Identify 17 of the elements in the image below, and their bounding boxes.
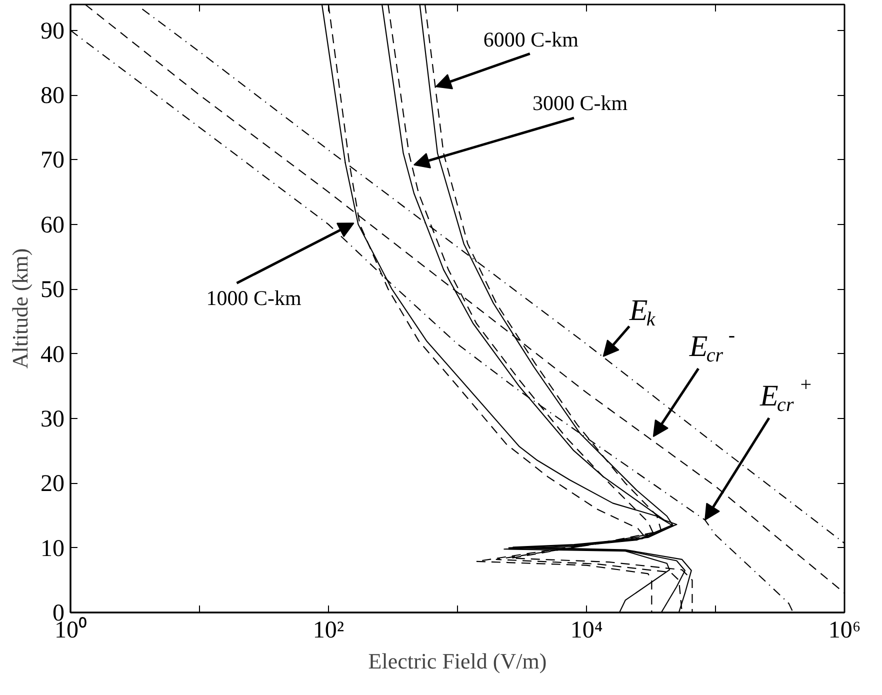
- x-tick-label: 10⁴: [570, 618, 603, 644]
- y-tick-label: 80: [40, 83, 64, 110]
- y-tick-label: 30: [40, 406, 64, 432]
- x-tick-label: 10²: [312, 618, 344, 644]
- y-tick-label: 20: [40, 471, 64, 498]
- y-tick-label: 50: [40, 277, 64, 304]
- annotation: 6000 C-km: [483, 28, 578, 52]
- x-axis-title: Electric Field (V/m): [368, 648, 547, 674]
- annotation: 1000 C-km: [206, 286, 302, 310]
- annotation: 3000 C-km: [532, 90, 628, 115]
- y-tick-label: 10: [40, 536, 64, 562]
- x-tick-label: 10⁶: [828, 618, 861, 644]
- y-tick-label: 60: [40, 212, 64, 238]
- y-tick-label: 70: [40, 148, 64, 174]
- y-tick-label: 40: [40, 342, 64, 368]
- y-tick-label: 90: [40, 18, 64, 44]
- y-axis-title: Altitude (km): [8, 248, 32, 369]
